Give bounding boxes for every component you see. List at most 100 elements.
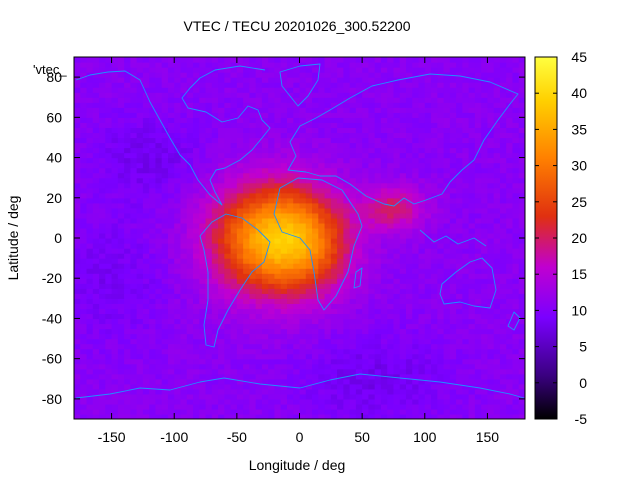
heatmap-cell: [449, 353, 457, 360]
heatmap-cell: [186, 268, 194, 274]
heatmap-cell: [180, 177, 188, 184]
heatmap-cell: [274, 97, 282, 103]
heatmap-cell: [286, 217, 294, 224]
heatmap-cell: [299, 333, 307, 340]
heatmap-cell: [324, 358, 332, 365]
heatmap-cell: [387, 338, 395, 345]
heatmap-cell: [380, 187, 388, 194]
heatmap-cell: [155, 318, 163, 325]
heatmap-cell: [199, 82, 207, 88]
heatmap-cell: [456, 398, 463, 405]
heatmap-cell: [399, 142, 407, 149]
heatmap-cell: [142, 112, 150, 118]
heatmap-cell: [337, 323, 344, 330]
heatmap-cell: [337, 87, 344, 93]
heatmap-cell: [230, 363, 238, 370]
heatmap-cell: [449, 177, 457, 184]
heatmap-cell: [312, 217, 319, 224]
heatmap-cell: [161, 152, 169, 159]
heatmap-cell: [199, 92, 207, 98]
heatmap-cell: [161, 212, 169, 219]
heatmap-cell: [462, 217, 470, 224]
heatmap-cell: [512, 253, 520, 259]
heatmap-cell: [312, 413, 319, 419]
heatmap-cell: [224, 192, 232, 199]
heatmap-cell: [218, 318, 225, 325]
heatmap-cell: [349, 393, 357, 400]
heatmap-cell: [474, 182, 482, 189]
heatmap-cell: [424, 323, 432, 330]
heatmap-cell: [99, 318, 106, 325]
heatmap-cell: [349, 202, 357, 209]
heatmap-cell: [124, 67, 131, 73]
heatmap-cell: [399, 187, 407, 194]
heatmap-cell: [512, 298, 520, 304]
heatmap-cell: [211, 303, 219, 309]
heatmap-cell: [424, 182, 432, 189]
heatmap-cell: [86, 207, 94, 214]
heatmap-cell: [312, 77, 319, 83]
heatmap-cell: [92, 393, 100, 400]
heatmap-cell: [167, 323, 175, 330]
heatmap-cell: [117, 167, 125, 174]
heatmap-cell: [193, 368, 200, 375]
heatmap-cell: [337, 132, 344, 139]
heatmap-cell: [136, 187, 144, 194]
heatmap-cell: [343, 348, 351, 355]
heatmap-cell: [431, 383, 438, 390]
heatmap-cell: [74, 187, 81, 194]
heatmap-cell: [293, 283, 301, 289]
heatmap-cell: [305, 308, 313, 315]
heatmap-cell: [437, 373, 445, 380]
heatmap-cell: [374, 323, 382, 330]
heatmap-cell: [355, 97, 363, 103]
heatmap-cell: [86, 232, 94, 239]
heatmap-cell: [399, 107, 407, 113]
heatmap-cell: [86, 177, 94, 184]
heatmap-cell: [74, 202, 81, 209]
heatmap-cell: [330, 243, 338, 249]
heatmap-cell: [518, 323, 525, 330]
heatmap-cell: [149, 192, 157, 199]
heatmap-cell: [393, 177, 401, 184]
heatmap-cell: [481, 398, 489, 405]
heatmap-cell: [405, 413, 413, 419]
heatmap-cell: [318, 232, 326, 239]
heatmap-cell: [218, 308, 225, 315]
heatmap-cell: [506, 283, 514, 289]
heatmap-cell: [399, 378, 407, 385]
heatmap-cell: [255, 232, 263, 239]
heatmap-cell: [230, 268, 238, 274]
heatmap-cell: [468, 107, 476, 113]
heatmap-cell: [487, 152, 495, 159]
heatmap-cell: [243, 107, 250, 113]
heatmap-cell: [199, 147, 207, 154]
heatmap-cell: [443, 248, 451, 254]
heatmap-cell: [193, 288, 200, 294]
heatmap-cell: [462, 137, 470, 144]
heatmap-cell: [161, 248, 169, 254]
heatmap-cell: [199, 413, 207, 419]
heatmap-cell: [368, 77, 376, 83]
heatmap-cell: [374, 187, 382, 194]
heatmap-cell: [193, 303, 200, 309]
heatmap-cell: [437, 318, 445, 325]
heatmap-cell: [117, 152, 125, 159]
heatmap-cell: [174, 97, 182, 103]
heatmap-cell: [155, 313, 163, 320]
heatmap-cell: [330, 373, 338, 380]
heatmap-cell: [268, 107, 276, 113]
heatmap-cell: [286, 358, 294, 365]
heatmap-cell: [387, 343, 395, 350]
heatmap-cell: [230, 368, 238, 375]
heatmap-cell: [318, 393, 326, 400]
heatmap-cell: [99, 278, 106, 284]
heatmap-cell: [468, 358, 476, 365]
heatmap-cell: [518, 177, 525, 184]
heatmap-cell: [349, 172, 357, 179]
heatmap-cell: [136, 107, 144, 113]
heatmap-cell: [349, 303, 357, 309]
heatmap-cell: [99, 197, 106, 204]
heatmap-cell: [355, 303, 363, 309]
heatmap-cell: [74, 157, 81, 164]
